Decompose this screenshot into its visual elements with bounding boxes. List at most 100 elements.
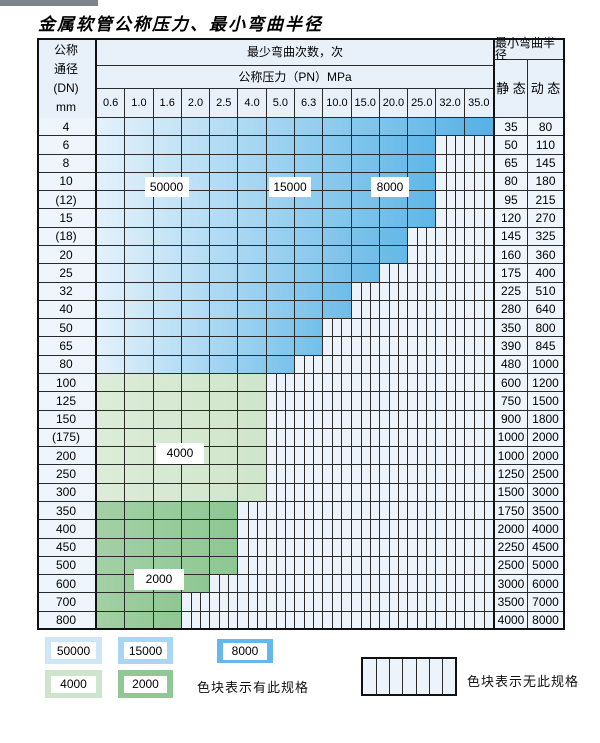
hatch-line [275,575,277,593]
no-spec-hatch-cell [408,538,437,557]
no-spec-hatch-cell [379,374,409,393]
grid-cell [464,118,493,137]
hatch-line [275,520,277,538]
dn-cell: 80 [37,355,97,374]
no-spec-hatch-cell [379,392,409,411]
hatch-line [275,538,277,556]
hatch-line [200,611,201,629]
static-value-cell: 3000 [493,575,528,594]
grid-cell [408,118,437,137]
dynamic-value-cell: 2000 [528,428,563,448]
hatch-line [313,611,315,629]
no-spec-hatch-cell [379,502,409,521]
hatch-line [426,447,428,465]
grid-cell [210,447,239,466]
hatch-line [454,136,456,154]
no-spec-hatch-cell [295,355,324,374]
colored-band [97,428,267,448]
grid-cell [181,447,211,466]
hatch-line [426,538,428,556]
hatch-line [304,520,306,538]
grid-cell [97,502,126,521]
hatch-line [483,337,485,355]
no-spec-hatch-cell [181,611,211,630]
hatch-line [284,575,286,593]
grid-cell [97,355,126,374]
grid-cell [210,502,239,521]
grid-cell [408,154,437,173]
static-value-cell: 145 [493,227,528,246]
no-spec-hatch-cell [266,502,295,521]
legend-swatch-label-box: 50000 [51,642,96,659]
dn-header-line: 通径 [53,61,78,76]
grid-cell [323,264,352,283]
grid-cell [351,136,380,155]
hatch-line [417,246,419,264]
no-spec-hatch-cell [238,502,267,521]
pressure-col-header: 15.0 [351,89,380,118]
zone-label-4000: 4000 [156,442,204,464]
no-spec-hatch-cell [436,355,465,374]
hatch-line [369,556,371,575]
pressure-col-header: 35.0 [464,89,493,118]
hatch-line [474,556,476,575]
no-spec-hatch-cell [408,282,437,301]
hatch-line [454,483,456,501]
hatch-line [417,502,419,520]
hatch-line [247,593,249,611]
static-value-cell: 120 [493,209,528,228]
dynamic-value-cell: 270 [528,209,563,228]
hatch-line [256,538,258,556]
no-spec-hatch-cell [436,319,465,338]
hatch-line [360,483,362,501]
grid-cell [266,227,295,246]
dynamic-value-cell: 845 [528,337,563,356]
hatch-line [341,575,343,593]
hatch-line [275,483,277,501]
hatch-line [445,374,447,392]
hatch-line [454,264,456,282]
grid-cell [408,172,437,192]
grid-cell [210,282,239,301]
pressure-col-header: 1.6 [153,89,182,118]
hatch-line [247,575,249,593]
hatch-line [369,520,371,538]
hatch-line [483,483,485,501]
no-spec-hatch-cell [379,355,409,374]
hatch-line [445,264,447,282]
hatch-line [341,392,343,410]
dn-cell: 700 [37,593,97,612]
hatch-line [332,520,334,538]
grid-cell [351,118,380,137]
hatch-line [275,611,277,629]
legend-swatch-2000: 2000 [118,670,173,698]
pressure-col-header: 2.0 [181,89,211,118]
colored-band [97,246,409,265]
hatch-line [445,428,447,447]
grid-cell [238,282,267,301]
pressure-col-header: 10.0 [323,89,352,118]
no-spec-hatch-cell [351,575,380,594]
hatch-line [332,575,334,593]
grid-cell [125,355,154,374]
grid-cell [181,154,211,173]
hatch-line [417,410,419,428]
grid-cell [238,428,267,448]
hatch-line [426,465,428,483]
hatch-line [454,428,456,447]
grid-cell [153,355,182,374]
pressure-col-header: 6.3 [295,89,324,118]
grid-cell [323,118,352,137]
colored-band [97,556,239,576]
static-value-cell: 175 [493,264,528,283]
hatch-line [341,483,343,501]
grid-cell [97,538,126,557]
grid-cell [210,538,239,557]
grid-cell [323,282,352,301]
grid-cell [125,227,154,246]
no-spec-hatch-cell [464,319,493,338]
grid-cell [153,538,182,557]
hatch-line [219,593,221,611]
hatch-line [445,502,447,520]
no-spec-hatch-cell [464,428,493,448]
